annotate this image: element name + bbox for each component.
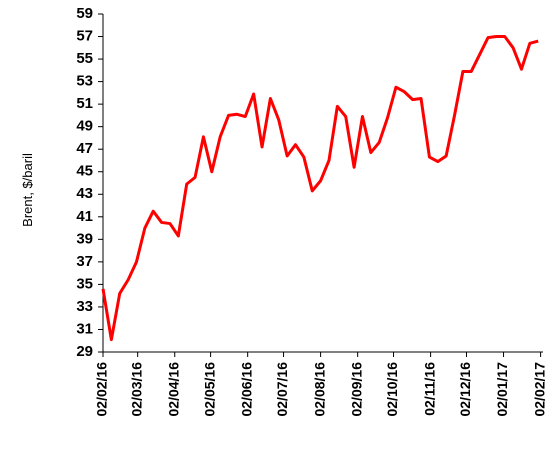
y-tick-label: 43 — [76, 185, 93, 202]
x-tick-label: 02/10/16 — [384, 362, 400, 417]
x-tick-label: 02/05/16 — [201, 362, 217, 417]
y-tick-label: 39 — [76, 230, 93, 247]
y-tick-label: 59 — [76, 5, 93, 22]
x-tick-label: 02/03/16 — [128, 362, 144, 417]
x-tick-label: 02/04/16 — [165, 362, 181, 417]
y-axis-title: Brent, $/baril — [20, 153, 35, 227]
x-tick-label: 02/02/17 — [531, 362, 547, 417]
y-tick-label: 33 — [76, 298, 93, 315]
x-tick-label: 02/08/16 — [311, 362, 327, 417]
y-tick-label: 57 — [76, 28, 93, 45]
line-series — [101, 35, 539, 342]
x-tick-label: 02/06/16 — [238, 362, 254, 417]
y-tick-label: 51 — [76, 95, 93, 112]
y-tick-label: 29 — [76, 343, 93, 360]
y-tick-label: 41 — [76, 208, 93, 225]
y-tick-label: 53 — [76, 73, 93, 90]
y-tick-label: 55 — [76, 50, 93, 67]
x-tick-label: 02/12/16 — [457, 362, 473, 417]
x-tick-label: 02/01/17 — [494, 362, 510, 417]
y-tick-label: 35 — [76, 275, 93, 292]
y-tick-label: 45 — [76, 163, 93, 180]
y-tick-label: 47 — [76, 140, 93, 157]
x-tick-label: 02/11/16 — [421, 362, 437, 416]
y-tick-label: 37 — [76, 253, 93, 270]
x-tick-label: 02/02/16 — [94, 362, 110, 417]
y-tick-label: 31 — [76, 320, 93, 337]
x-tick-label: 02/09/16 — [348, 362, 364, 417]
x-tick-label: 02/07/16 — [274, 362, 290, 417]
y-tick-label: 49 — [76, 118, 93, 135]
